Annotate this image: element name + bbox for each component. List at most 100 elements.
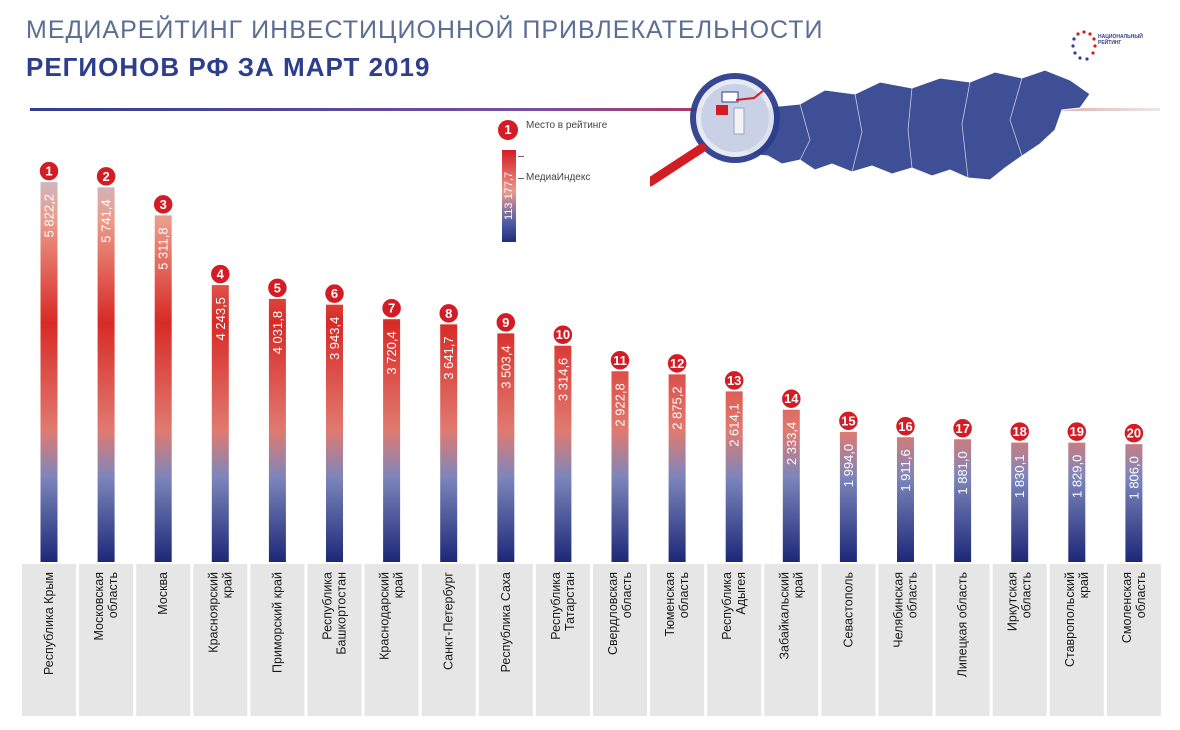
bar xyxy=(668,374,686,562)
bar xyxy=(326,304,343,562)
category-label-bg xyxy=(136,564,191,716)
rank-badge xyxy=(437,302,460,325)
value-label: 2 614,1 xyxy=(727,403,742,446)
bar xyxy=(725,391,743,562)
value-label: 3 314,6 xyxy=(555,358,570,401)
category-label: Приморский край xyxy=(270,572,284,673)
rank-label: 12 xyxy=(670,356,684,371)
category-label-bg xyxy=(764,564,819,716)
bar xyxy=(97,187,115,563)
bar xyxy=(1011,442,1029,562)
value-label: 4 243,5 xyxy=(213,297,228,340)
rank-badge xyxy=(495,311,517,334)
category-label: Республика Саха xyxy=(499,572,513,672)
legend-value-label: МедиаИндекс xyxy=(526,172,591,183)
category-label-bg xyxy=(22,564,76,716)
value-label: 2 922,8 xyxy=(613,383,628,426)
rank-badge xyxy=(323,282,346,305)
category-label: Ставропольскийкрай xyxy=(1063,572,1091,667)
legend: 1 Место в рейтинге 113 177,7 МедиаИндекс xyxy=(498,116,638,242)
category-label-bg xyxy=(935,564,990,716)
rank-badge xyxy=(666,352,688,375)
rank-badge xyxy=(951,417,974,440)
category-label: РеспубликаБашкортостан xyxy=(321,572,349,655)
category-label-bg xyxy=(650,564,705,716)
legend-rank-badge: 1 xyxy=(498,120,518,140)
category-label: Смоленскаяобласть xyxy=(1120,572,1148,643)
rank-label: 15 xyxy=(841,413,855,428)
value-label: 1 830,1 xyxy=(1012,455,1027,498)
rank-badge xyxy=(1123,422,1145,444)
rank-label: 4 xyxy=(217,267,225,282)
category-label-bg xyxy=(250,564,305,716)
chart-title-line1: МЕДИАРЕЙТИНГ ИНВЕСТИЦИОННОЙ ПРИВЛЕКАТЕЛЬ… xyxy=(26,16,824,44)
bar xyxy=(1125,444,1143,562)
rank-label: 10 xyxy=(556,327,570,342)
rank-label: 13 xyxy=(727,373,741,388)
category-label: РеспубликаТатарстан xyxy=(549,572,577,640)
rank-badge xyxy=(152,193,174,216)
rank-label: 3 xyxy=(160,197,167,212)
rank-label: 5 xyxy=(274,280,281,295)
category-label-bg xyxy=(878,564,933,716)
rank-badge xyxy=(1008,420,1031,443)
rank-badge xyxy=(38,160,60,182)
category-label: Севастополь xyxy=(841,572,855,647)
category-label: Москва xyxy=(156,572,170,615)
rank-label: 6 xyxy=(331,286,338,301)
category-label-bg xyxy=(364,564,419,716)
bar xyxy=(154,215,172,562)
chart-title-line2: РЕГИОНОВ РФ ЗА МАРТ 2019 xyxy=(26,52,431,82)
category-label: Московскаяобласть xyxy=(92,572,120,641)
rank-badge xyxy=(209,263,232,285)
bar xyxy=(554,345,572,562)
rank-badge xyxy=(837,410,860,432)
bar xyxy=(611,371,629,562)
rank-label: 7 xyxy=(388,301,395,316)
category-label: Свердловскаяобласть xyxy=(606,572,634,655)
category-label-bg xyxy=(421,564,476,716)
rank-badge xyxy=(723,369,745,392)
rank-badge xyxy=(95,165,117,188)
category-label: Тюменскаяобласть xyxy=(663,572,691,636)
rank-label: 14 xyxy=(784,391,799,406)
category-label-bg xyxy=(193,564,248,716)
category-label: Забайкальскийкрай xyxy=(777,572,805,660)
value-label: 2 875,2 xyxy=(670,386,685,429)
header-divider xyxy=(30,108,1160,111)
category-label: Краснодарскийкрай xyxy=(378,572,406,660)
rank-badge xyxy=(609,349,631,372)
category-label-bg xyxy=(478,564,533,716)
category-label: Красноярскийкрай xyxy=(206,572,234,653)
rank-badge xyxy=(552,323,574,346)
legend-tick xyxy=(518,178,524,179)
bar xyxy=(1068,442,1086,562)
value-label: 5 822,2 xyxy=(42,194,57,237)
bar xyxy=(954,439,972,562)
value-label: 1 806,0 xyxy=(1126,456,1141,499)
value-label: 4 031,8 xyxy=(270,311,285,354)
category-label-bg xyxy=(535,564,590,716)
category-label: РеспубликаАдыгея xyxy=(720,572,748,640)
rank-label: 8 xyxy=(445,306,452,321)
bar xyxy=(497,333,515,562)
legend-bar xyxy=(502,150,516,242)
bar xyxy=(40,182,58,562)
value-label: 1 881,0 xyxy=(955,451,970,494)
category-label: Челябинскаяобласть xyxy=(892,572,920,648)
category-label-bg xyxy=(707,564,762,716)
category-label-bg xyxy=(992,564,1047,716)
rating-logo: НАЦИОНАЛЬНЫЙ РЕЙТИНГ xyxy=(1068,24,1156,72)
logo-text: НАЦИОНАЛЬНЫЙ РЕЙТИНГ xyxy=(1098,34,1143,46)
category-label-bg xyxy=(593,564,647,716)
rank-badge xyxy=(380,297,403,319)
bars-layer: Республика Крым 5 822,2 1 Московскаяобласть… xyxy=(22,160,1161,716)
value-label: 1 829,0 xyxy=(1069,455,1084,498)
category-label-bg xyxy=(1049,564,1104,716)
value-label: 2 333,4 xyxy=(784,422,799,465)
value-label: 5 741,4 xyxy=(99,199,114,242)
rank-label: 1 xyxy=(45,164,52,179)
value-label: 3 720,4 xyxy=(384,331,399,374)
category-label: Санкт-Петербург xyxy=(442,572,456,670)
